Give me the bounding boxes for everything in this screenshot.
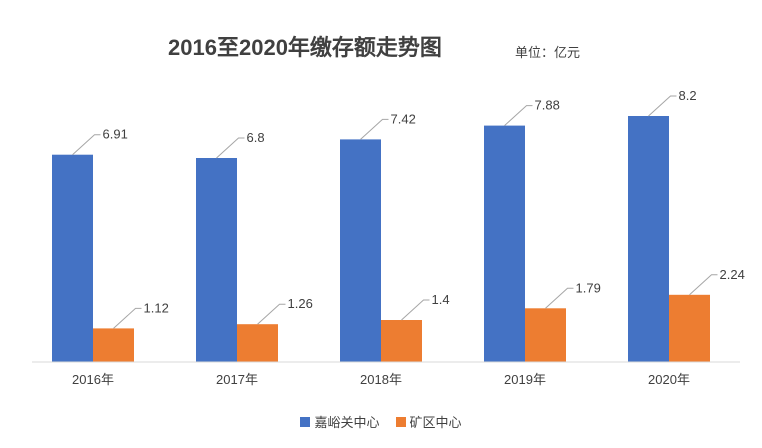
legend-swatch-series-2 bbox=[395, 416, 406, 427]
data-label-series-1-4: 7.88 bbox=[535, 98, 560, 113]
x-tick-label-3: 2018年 bbox=[360, 372, 402, 387]
x-tick-label-4: 2019年 bbox=[504, 372, 546, 387]
legend-label-series-2: 矿区中心 bbox=[409, 415, 462, 430]
bar-series-1-3 bbox=[340, 139, 381, 362]
leader-line-series-2-5 bbox=[689, 274, 718, 296]
data-label-series-1-2: 6.8 bbox=[247, 130, 265, 145]
x-tick-label-2: 2017年 bbox=[216, 372, 258, 387]
legend-swatch-series-1 bbox=[300, 416, 311, 427]
chart-title: 2016至2020年缴存额走势图 bbox=[168, 35, 442, 60]
leader-line-series-2-2 bbox=[257, 303, 286, 325]
bar-series-2-3 bbox=[381, 320, 422, 362]
data-label-series-1-3: 7.42 bbox=[391, 111, 416, 126]
data-label-series-2-5: 2.24 bbox=[720, 267, 745, 282]
leader-line-series-1-4 bbox=[504, 105, 533, 126]
leader-line-series-1-2 bbox=[216, 137, 245, 159]
data-label-series-2-2: 1.26 bbox=[288, 296, 313, 311]
legend-item-series-1: 嘉峪关中心 bbox=[300, 412, 380, 431]
leader-line-series-2-4 bbox=[545, 287, 574, 309]
data-label-series-2-1: 1.12 bbox=[144, 300, 169, 315]
bar-series-2-2 bbox=[237, 324, 278, 362]
leader-line-series-1-3 bbox=[360, 118, 389, 140]
x-tick-label-5: 2020年 bbox=[648, 372, 690, 387]
leader-line-series-2-1 bbox=[113, 307, 142, 329]
chart-marks: 6.91 1.12 2016年 6.8 1.26 2017年 7.42 1.4 2018年 7.8… bbox=[52, 88, 745, 387]
leader-line-series-1-1 bbox=[72, 134, 101, 156]
data-label-series-1-1: 6.91 bbox=[103, 127, 128, 142]
bar-series-1-2 bbox=[196, 158, 237, 362]
x-tick-label-1: 2016年 bbox=[72, 372, 114, 387]
data-label-series-2-3: 1.4 bbox=[432, 292, 450, 307]
data-label-series-1-5: 8.2 bbox=[679, 88, 697, 103]
bar-series-2-4 bbox=[525, 308, 566, 362]
bar-series-2-1 bbox=[93, 328, 134, 362]
legend-item-series-2: 矿区中心 bbox=[395, 412, 462, 431]
bar-series-1-1 bbox=[52, 154, 93, 362]
chart-legend: 嘉峪关中心 矿区中心 bbox=[0, 412, 762, 431]
leader-line-series-2-3 bbox=[401, 299, 430, 321]
unit-label: 单位：亿元 bbox=[515, 45, 581, 60]
bar-series-1-4 bbox=[484, 125, 525, 362]
data-label-series-2-4: 1.79 bbox=[576, 280, 601, 295]
leader-line-series-1-5 bbox=[648, 95, 677, 117]
bar-series-2-5 bbox=[669, 294, 710, 362]
legend-label-series-1: 嘉峪关中心 bbox=[314, 415, 380, 430]
bar-series-1-5 bbox=[628, 116, 669, 362]
